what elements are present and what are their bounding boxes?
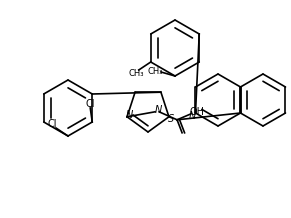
Text: N: N	[155, 105, 162, 115]
Text: Cl: Cl	[47, 119, 57, 129]
Text: Cl: Cl	[86, 99, 95, 109]
Text: CH₃: CH₃	[147, 68, 163, 77]
Text: CH₃: CH₃	[128, 68, 143, 78]
Text: N: N	[125, 110, 133, 120]
Text: N: N	[189, 111, 196, 121]
Text: S: S	[168, 114, 174, 124]
Text: OH: OH	[189, 107, 205, 117]
